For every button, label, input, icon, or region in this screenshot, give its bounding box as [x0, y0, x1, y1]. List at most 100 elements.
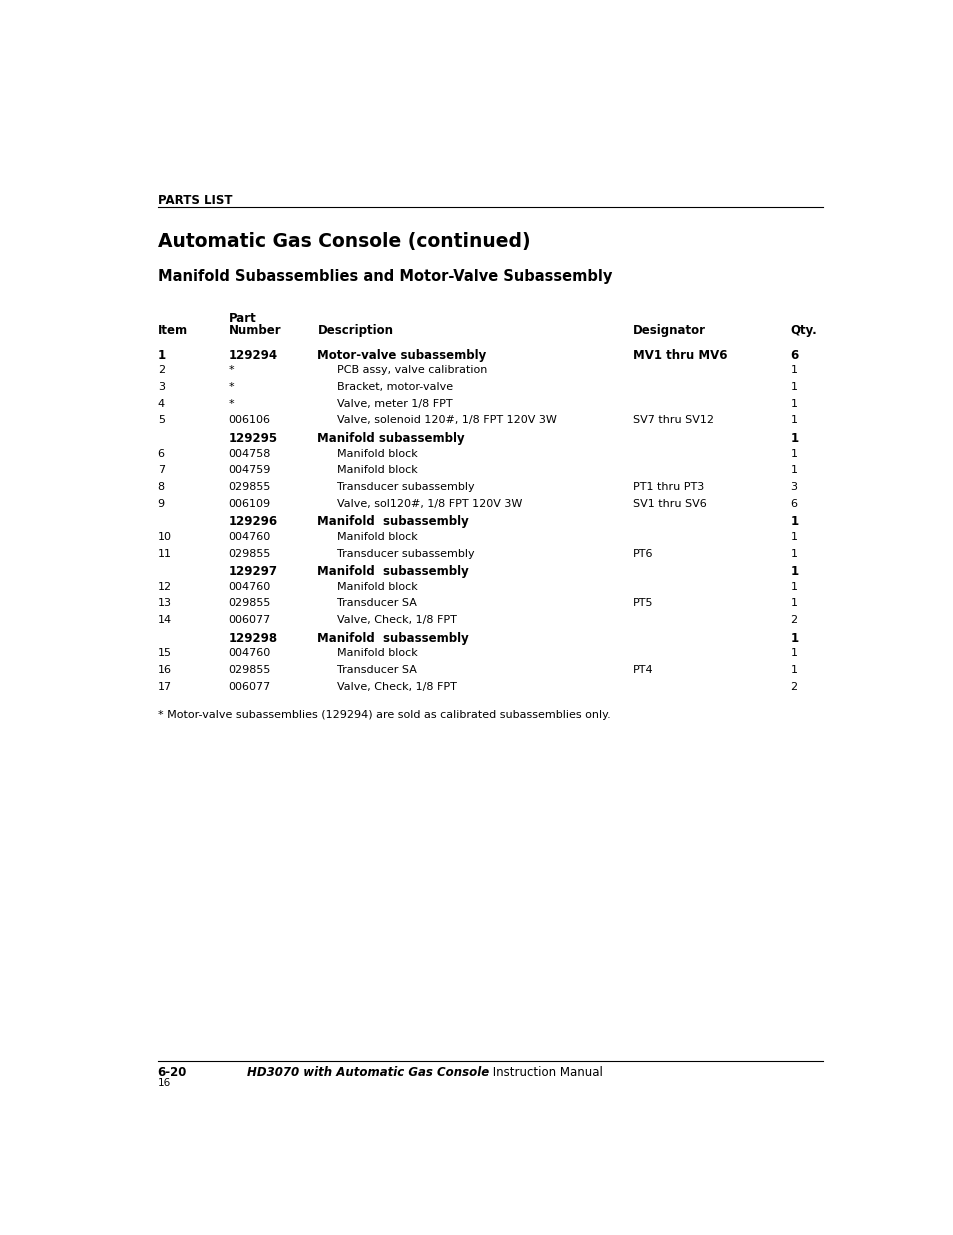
Text: 1: 1 [790, 415, 797, 425]
Text: Valve, solenoid 120#, 1/8 FPT 120V 3W: Valve, solenoid 120#, 1/8 FPT 120V 3W [337, 415, 557, 425]
Text: 029855: 029855 [229, 482, 271, 492]
Text: 004760: 004760 [229, 648, 271, 658]
Text: Manifold block: Manifold block [337, 648, 417, 658]
Text: 1: 1 [790, 648, 797, 658]
Text: 1: 1 [790, 466, 797, 475]
Text: SV7 thru SV12: SV7 thru SV12 [633, 415, 714, 425]
Text: 1: 1 [790, 366, 797, 375]
Text: 1: 1 [790, 582, 797, 592]
Text: Transducer SA: Transducer SA [337, 599, 416, 609]
Text: 16: 16 [157, 1078, 171, 1088]
Text: 17: 17 [157, 682, 172, 692]
Text: Manifold subassembly: Manifold subassembly [317, 432, 464, 445]
Text: Item: Item [157, 324, 188, 337]
Text: PARTS LIST: PARTS LIST [157, 194, 232, 206]
Text: 006109: 006109 [229, 499, 271, 509]
Text: *: * [229, 366, 234, 375]
Text: Transducer subassembly: Transducer subassembly [337, 482, 475, 492]
Text: Designator: Designator [633, 324, 705, 337]
Text: Manifold block: Manifold block [337, 448, 417, 458]
Text: Automatic Gas Console (continued): Automatic Gas Console (continued) [157, 232, 530, 251]
Text: Part: Part [229, 311, 256, 325]
Text: 029855: 029855 [229, 548, 271, 558]
Text: 2: 2 [790, 615, 797, 625]
Text: MV1 thru MV6: MV1 thru MV6 [633, 348, 727, 362]
Text: PT4: PT4 [633, 664, 653, 676]
Text: 1: 1 [790, 399, 797, 409]
Text: 1: 1 [790, 532, 797, 542]
Text: 5: 5 [157, 415, 165, 425]
Text: 1: 1 [790, 566, 798, 578]
Text: Valve, Check, 1/8 FPT: Valve, Check, 1/8 FPT [337, 682, 456, 692]
Text: Manifold  subassembly: Manifold subassembly [317, 515, 469, 529]
Text: Manifold block: Manifold block [337, 532, 417, 542]
Text: PT6: PT6 [633, 548, 653, 558]
Text: 004759: 004759 [229, 466, 271, 475]
Text: 004758: 004758 [229, 448, 271, 458]
Text: 1: 1 [790, 664, 797, 676]
Text: 12: 12 [157, 582, 172, 592]
Text: 1: 1 [790, 599, 797, 609]
Text: *: * [229, 382, 234, 393]
Text: 1: 1 [157, 348, 166, 362]
Text: 129298: 129298 [229, 632, 277, 645]
Text: 1: 1 [790, 515, 798, 529]
Text: * Motor-valve subassemblies (129294) are sold as calibrated subassemblies only.: * Motor-valve subassemblies (129294) are… [157, 710, 610, 720]
Text: Valve, sol120#, 1/8 FPT 120V 3W: Valve, sol120#, 1/8 FPT 120V 3W [337, 499, 522, 509]
Text: *: * [229, 399, 234, 409]
Text: 1: 1 [790, 632, 798, 645]
Text: 004760: 004760 [229, 532, 271, 542]
Text: 6: 6 [790, 348, 798, 362]
Text: Manifold block: Manifold block [337, 582, 417, 592]
Text: 11: 11 [157, 548, 172, 558]
Text: 2: 2 [157, 366, 165, 375]
Text: Transducer subassembly: Transducer subassembly [337, 548, 475, 558]
Text: Motor-valve subassembly: Motor-valve subassembly [317, 348, 486, 362]
Text: PCB assy, valve calibration: PCB assy, valve calibration [337, 366, 487, 375]
Text: 4: 4 [157, 399, 165, 409]
Text: 129296: 129296 [229, 515, 277, 529]
Text: 1: 1 [790, 448, 797, 458]
Text: Valve, Check, 1/8 FPT: Valve, Check, 1/8 FPT [337, 615, 456, 625]
Text: 006077: 006077 [229, 615, 271, 625]
Text: 006077: 006077 [229, 682, 271, 692]
Text: 1: 1 [790, 382, 797, 393]
Text: 2: 2 [790, 682, 797, 692]
Text: 3: 3 [790, 482, 797, 492]
Text: Instruction Manual: Instruction Manual [488, 1066, 602, 1079]
Text: 3: 3 [157, 382, 165, 393]
Text: Bracket, motor-valve: Bracket, motor-valve [337, 382, 453, 393]
Text: Number: Number [229, 324, 281, 337]
Text: 129297: 129297 [229, 566, 277, 578]
Text: 029855: 029855 [229, 599, 271, 609]
Text: Description: Description [317, 324, 393, 337]
Text: 006106: 006106 [229, 415, 271, 425]
Text: Transducer SA: Transducer SA [337, 664, 416, 676]
Text: 1: 1 [790, 548, 797, 558]
Text: 10: 10 [157, 532, 172, 542]
Text: 6-20: 6-20 [157, 1066, 187, 1079]
Text: Manifold  subassembly: Manifold subassembly [317, 632, 469, 645]
Text: Valve, meter 1/8 FPT: Valve, meter 1/8 FPT [337, 399, 453, 409]
Text: Manifold  subassembly: Manifold subassembly [317, 566, 469, 578]
Text: SV1 thru SV6: SV1 thru SV6 [633, 499, 706, 509]
Text: 1: 1 [790, 432, 798, 445]
Text: 16: 16 [157, 664, 172, 676]
Text: 9: 9 [157, 499, 165, 509]
Text: PT5: PT5 [633, 599, 653, 609]
Text: 7: 7 [157, 466, 165, 475]
Text: Qty.: Qty. [790, 324, 817, 337]
Text: 029855: 029855 [229, 664, 271, 676]
Text: 004760: 004760 [229, 582, 271, 592]
Text: Manifold Subassemblies and Motor-Valve Subassembly: Manifold Subassemblies and Motor-Valve S… [157, 269, 612, 284]
Text: 13: 13 [157, 599, 172, 609]
Text: 129295: 129295 [229, 432, 277, 445]
Text: 6: 6 [157, 448, 165, 458]
Text: PT1 thru PT3: PT1 thru PT3 [633, 482, 703, 492]
Text: 6: 6 [790, 499, 797, 509]
Text: HD3070 with Automatic Gas Console: HD3070 with Automatic Gas Console [247, 1066, 488, 1079]
Text: Manifold block: Manifold block [337, 466, 417, 475]
Text: 8: 8 [157, 482, 165, 492]
Text: 14: 14 [157, 615, 172, 625]
Text: 15: 15 [157, 648, 172, 658]
